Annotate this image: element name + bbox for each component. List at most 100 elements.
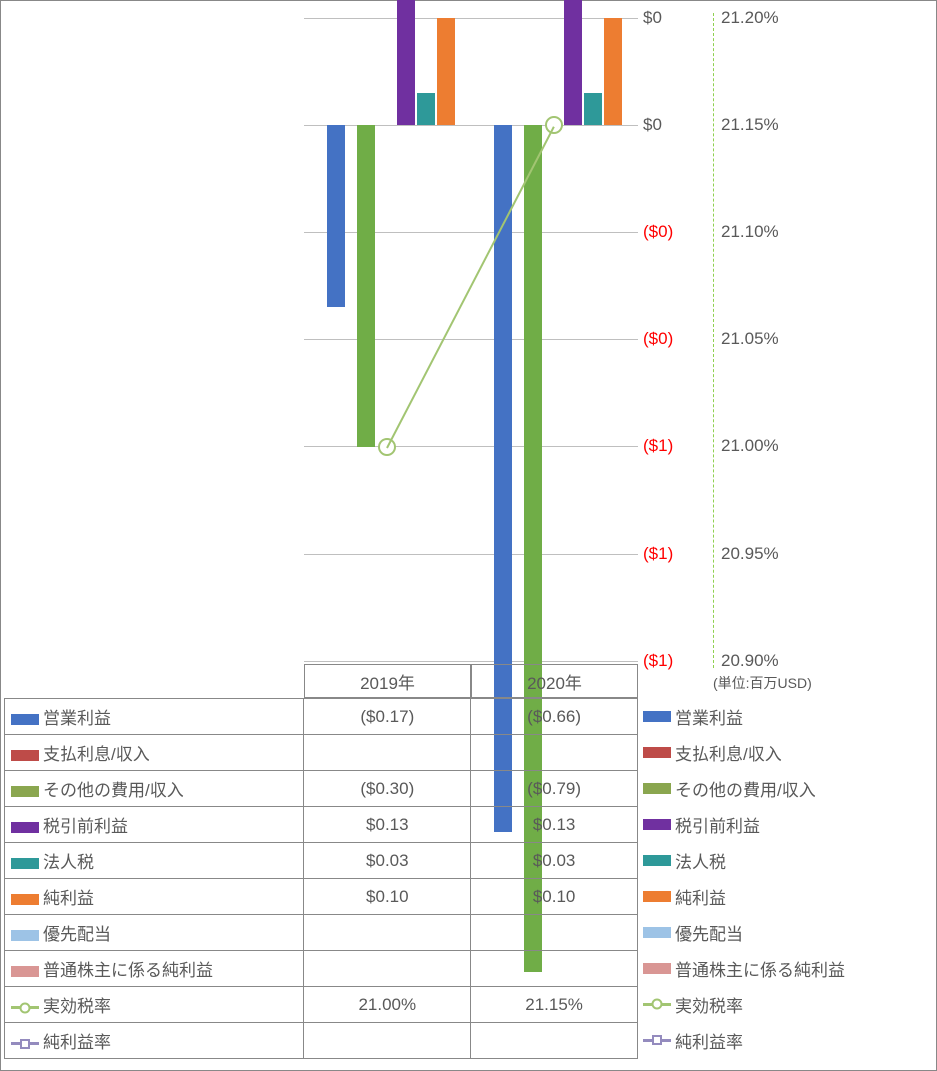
legend-label: 法人税 [675,848,726,873]
cell-tax-1: $0.03 [471,843,638,879]
legend-label: 純利益 [675,884,726,909]
legend-item-pref: 優先配当 [641,914,845,950]
cell-pbt-0: $0.13 [304,807,471,843]
secondary-tick-label: 21.10% [721,222,779,242]
cell-nic-1 [471,951,638,987]
bar-op-0 [327,125,345,307]
column-header-2020: 2020年 [471,664,638,698]
legend-label: 普通株主に係る純利益 [675,956,845,981]
chart-container: $0$0($0)($0)($1)($1)($1) 21.20%21.15%21.… [0,0,937,1071]
cell-other-0: ($0.30) [304,771,471,807]
legend-swatch-pbt [643,819,671,830]
bar-pbt-1 [564,0,582,125]
legend-item-ni: 純利益 [641,878,845,914]
cell-pbt-1: $0.13 [471,807,638,843]
table-row: 優先配当 [5,915,638,951]
gridline [304,232,638,233]
cell-int-1 [471,735,638,771]
row-label-text: 優先配当 [43,925,111,944]
primary-tick-label: $0 [643,115,662,135]
row-label-ni: 純利益 [5,879,304,915]
legend-swatch-etr [11,1006,39,1009]
secondary-y-axis: 21.20%21.15%21.10%21.05%21.00%20.95%20.9… [721,6,801,661]
row-label-op: 営業利益 [5,699,304,735]
legend-swatch-nic [11,966,39,977]
legend-label: 優先配当 [675,920,743,945]
legend-label: 実効税率 [675,992,743,1017]
legend-label: その他の費用/収入 [675,776,816,801]
legend-swatch-nic [643,963,671,974]
legend-label: 純利益率 [675,1028,743,1053]
row-label-text: 税引前利益 [43,817,128,836]
gridline [304,125,638,126]
gridline [304,339,638,340]
row-label-text: 支払利息/収入 [43,745,150,764]
legend-label: 支払利息/収入 [675,740,782,765]
legend-item-etr: 実効税率 [641,986,845,1022]
legend: 営業利益支払利息/収入その他の費用/収入税引前利益法人税純利益優先配当普通株主に… [641,698,845,1058]
cell-tax-0: $0.03 [304,843,471,879]
gridline [304,446,638,447]
row-label-other: その他の費用/収入 [5,771,304,807]
cell-pref-1 [471,915,638,951]
table-row: 純利益率 [5,1023,638,1059]
gridline [304,554,638,555]
cell-op-0: ($0.17) [304,699,471,735]
secondary-tick-label: 21.15% [721,115,779,135]
table-row: 税引前利益 $0.13$0.13 [5,807,638,843]
cell-npm-1 [471,1023,638,1059]
cell-op-1: ($0.66) [471,699,638,735]
secondary-tick-label: 21.20% [721,8,779,28]
legend-swatch-op [11,714,39,725]
row-label-pbt: 税引前利益 [5,807,304,843]
gridline [304,18,638,19]
legend-label: 税引前利益 [675,812,760,837]
legend-swatch-other [11,786,39,797]
table-row: 実効税率21.00%21.15% [5,987,638,1023]
row-label-text: 純利益率 [43,1033,111,1052]
legend-swatch-ni [643,891,671,902]
cell-int-0 [304,735,471,771]
legend-item-tax: 法人税 [641,842,845,878]
legend-item-int: 支払利息/収入 [641,734,845,770]
legend-item-other: その他の費用/収入 [641,770,845,806]
bar-other-0 [357,125,375,447]
row-label-text: 普通株主に係る純利益 [43,961,213,980]
cell-ni-0: $0.10 [304,879,471,915]
row-label-text: その他の費用/収入 [43,781,184,800]
row-label-npm: 純利益率 [5,1023,304,1059]
primary-tick-label: ($1) [643,436,673,456]
legend-swatch-int [11,750,39,761]
legend-item-nic: 普通株主に係る純利益 [641,950,845,986]
primary-tick-label: ($1) [643,651,673,671]
cell-other-1: ($0.79) [471,771,638,807]
primary-y-axis: $0$0($0)($0)($1)($1)($1) [643,6,703,661]
table-row: 普通株主に係る純利益 [5,951,638,987]
legend-swatch-tax [643,855,671,866]
legend-label: 営業利益 [675,704,743,729]
marker-etr-1 [545,116,563,134]
cell-etr-0: 21.00% [304,987,471,1023]
gridline [304,661,638,662]
bar-ni-1 [604,18,622,125]
row-label-text: 法人税 [43,853,94,872]
table-row: 法人税 $0.03$0.03 [5,843,638,879]
table-row: その他の費用/収入 ($0.30)($0.79) [5,771,638,807]
legend-swatch-npm [643,1039,671,1042]
plot-area [304,6,638,661]
legend-swatch-pref [11,930,39,941]
row-label-etr: 実効税率 [5,987,304,1023]
legend-swatch-ni [11,894,39,905]
legend-swatch-tax [11,858,39,869]
legend-swatch-npm [11,1042,39,1045]
legend-swatch-pbt [11,822,39,833]
table-row: 営業利益($0.17)($0.66) [5,699,638,735]
cell-pref-0 [304,915,471,951]
legend-swatch-op [643,711,671,722]
primary-tick-label: $0 [643,8,662,28]
cell-etr-1: 21.15% [471,987,638,1023]
legend-swatch-other [643,783,671,794]
table-row: 支払利息/収入 [5,735,638,771]
legend-item-pbt: 税引前利益 [641,806,845,842]
primary-tick-label: ($1) [643,544,673,564]
